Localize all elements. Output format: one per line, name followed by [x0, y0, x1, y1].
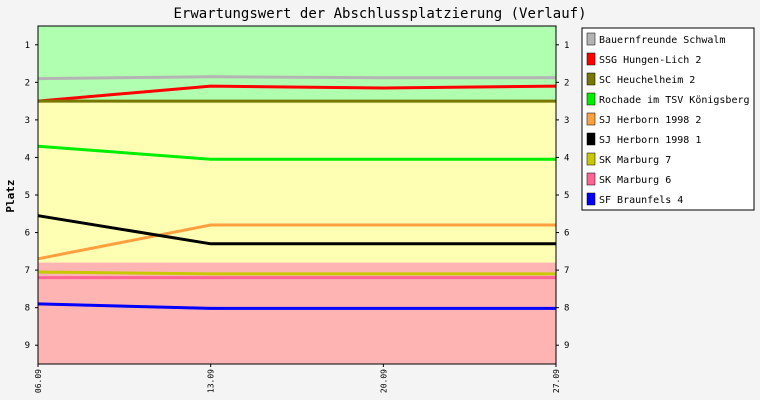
legend-label: SK Marburg 7: [599, 155, 671, 166]
legend-swatch-4: [586, 112, 596, 126]
series-lines: [37, 75, 557, 310]
series-line-0: [37, 75, 556, 81]
legend: Bauernfreunde Schwalm SSG Hungen-Lich 2 SC…: [581, 27, 755, 211]
y-tick-label-left: 5: [25, 191, 30, 201]
x-tick-label: 13.09: [207, 369, 216, 393]
y-tick-label-left: 8: [25, 304, 30, 314]
y-tick-label-left: 1: [25, 41, 30, 51]
y-tick-label-left: 7: [25, 266, 30, 276]
series-line-4: [37, 223, 556, 261]
legend-swatch-0: [586, 32, 596, 46]
y-tick-label-right: 9: [564, 341, 569, 351]
legend-swatch-5: [586, 132, 596, 146]
y-tick-label-right: 3: [564, 116, 569, 126]
x-tick-label: 20.09: [379, 369, 388, 393]
y-tick-label-right: 7: [564, 266, 569, 276]
legend-label: SJ Herborn 1998 2: [599, 115, 701, 126]
y-tick-label-right: 5: [564, 191, 569, 201]
legend-label: SJ Herborn 1998 1: [599, 135, 701, 146]
series-line-1: [37, 84, 557, 103]
legend-swatch-7: [586, 172, 596, 186]
legend-label: SC Heuchelheim 2: [599, 75, 695, 86]
legend-swatch-2: [586, 72, 596, 86]
legend-label: SSG Hungen-Lich 2: [599, 55, 701, 66]
series-line-8: [37, 302, 556, 310]
y-tick-label-left: 6: [25, 229, 30, 239]
band-1: [38, 101, 556, 263]
legend-box: [581, 27, 755, 211]
series-line-3: [37, 144, 556, 161]
x-tick-label: 27.09: [552, 369, 561, 393]
y-tick-label-left: 4: [25, 153, 30, 163]
axes: 1 1 2 2 3 3 4 4 5 5 6 6 7 7 8 8 9 9 06.09 13.09 20.09 27.09: [25, 25, 569, 393]
legend-label: SF Braunfels 4: [599, 195, 683, 206]
band-0: [38, 26, 556, 102]
background-bands: [38, 26, 556, 364]
chart-title: Erwartungswert der Abschlussplatzierung …: [173, 6, 586, 22]
legend-label: Bauernfreunde Schwalm: [599, 35, 725, 46]
y-tick-label-left: 2: [25, 78, 30, 88]
y-tick-label-right: 1: [564, 41, 569, 51]
y-tick-label-right: 4: [564, 153, 569, 163]
legend-label: SK Marburg 6: [599, 175, 671, 186]
band-2: [38, 262, 556, 364]
y-tick-label-right: 6: [564, 229, 569, 239]
legend-swatch-3: [586, 92, 596, 106]
legend-swatch-6: [586, 152, 596, 166]
y-tick-label-left: 3: [25, 116, 30, 126]
y-tick-label-left: 9: [25, 341, 30, 351]
legend-swatch-1: [586, 52, 596, 66]
y-axis-label: Platz: [4, 179, 17, 212]
y-tick-label-right: 2: [564, 78, 569, 88]
legend-label: Rochade im TSV Königsberg: [599, 95, 750, 106]
legend-swatch-8: [586, 192, 596, 206]
y-tick-label-right: 8: [564, 304, 569, 314]
x-tick-label: 06.09: [34, 369, 43, 393]
series-line-5: [37, 214, 556, 246]
series-line-6: [37, 270, 556, 276]
